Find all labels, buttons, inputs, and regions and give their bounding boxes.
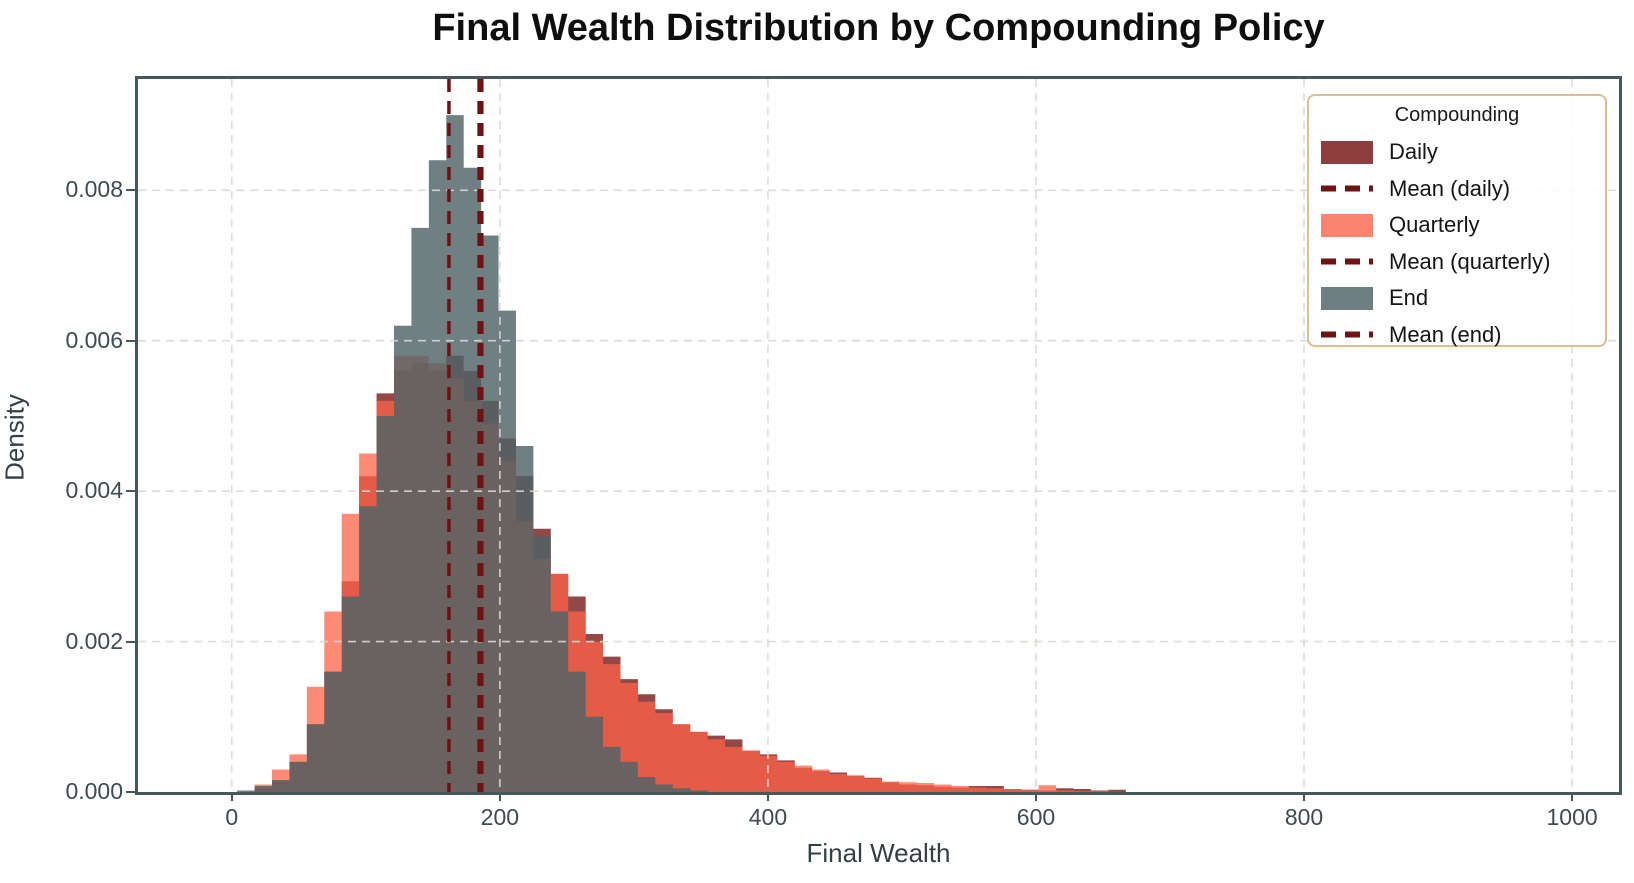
x-tick-mark bbox=[230, 792, 233, 801]
y-axis-label: Density bbox=[0, 394, 30, 481]
y-tick-mark bbox=[126, 640, 135, 643]
legend-row: Mean (daily) bbox=[1321, 171, 1599, 208]
dashed-line-icon bbox=[1321, 250, 1373, 273]
legend-rows: Daily Mean (daily) Quarterly Mean (quarterl… bbox=[1321, 134, 1599, 353]
x-tick-mark bbox=[498, 792, 501, 801]
x-axis-label: Final Wealth bbox=[806, 838, 951, 868]
legend-label: Mean (quarterly) bbox=[1389, 248, 1551, 274]
legend-row: Mean (end) bbox=[1321, 317, 1599, 354]
daily-patch-icon bbox=[1321, 140, 1373, 164]
legend: Compounding Daily Mean (daily) Quarterly Me… bbox=[1307, 94, 1607, 347]
dashed-line-icon bbox=[1321, 323, 1373, 346]
legend-row: Mean (quarterly) bbox=[1321, 244, 1599, 281]
x-tick-mark bbox=[1571, 792, 1574, 801]
x-tick-mark bbox=[1034, 792, 1037, 801]
y-tick-label: 0.002 bbox=[65, 627, 123, 654]
x-tick-label: 400 bbox=[748, 804, 788, 830]
legend-label: Daily bbox=[1389, 139, 1438, 165]
x-tick-mark bbox=[1303, 792, 1306, 801]
quarterly-patch-icon bbox=[1321, 213, 1373, 237]
x-tick-label: 600 bbox=[1016, 804, 1056, 830]
y-tick-mark bbox=[126, 490, 135, 493]
chart-title: Final Wealth Distribution by Compounding… bbox=[432, 7, 1325, 49]
legend-row: Quarterly bbox=[1321, 207, 1599, 244]
x-tick-mark bbox=[766, 792, 769, 801]
y-tick-mark bbox=[126, 339, 135, 342]
x-tick-label: 800 bbox=[1284, 804, 1324, 830]
end-patch-icon bbox=[1321, 286, 1373, 310]
y-tick-mark bbox=[126, 189, 135, 192]
y-tick-label: 0.004 bbox=[65, 477, 123, 504]
legend-label: Mean (daily) bbox=[1389, 175, 1511, 201]
x-tick-label: 200 bbox=[480, 804, 520, 830]
legend-label: End bbox=[1389, 285, 1429, 311]
end-histogram bbox=[237, 115, 1126, 792]
y-tick-mark bbox=[126, 791, 135, 793]
dashed-line-icon bbox=[1321, 177, 1373, 200]
y-tick-label: 0.000 bbox=[65, 778, 123, 804]
y-tick-label: 0.006 bbox=[65, 326, 123, 353]
legend-title: Compounding bbox=[1394, 104, 1520, 126]
x-tick-label: 1000 bbox=[1546, 804, 1598, 830]
legend-label: Mean (end) bbox=[1389, 321, 1502, 347]
legend-row: End bbox=[1321, 280, 1599, 317]
legend-row: Daily bbox=[1321, 134, 1599, 171]
y-tick-label: 0.008 bbox=[65, 176, 123, 203]
x-tick-label: 0 bbox=[225, 804, 239, 830]
legend-label: Quarterly bbox=[1389, 212, 1480, 238]
